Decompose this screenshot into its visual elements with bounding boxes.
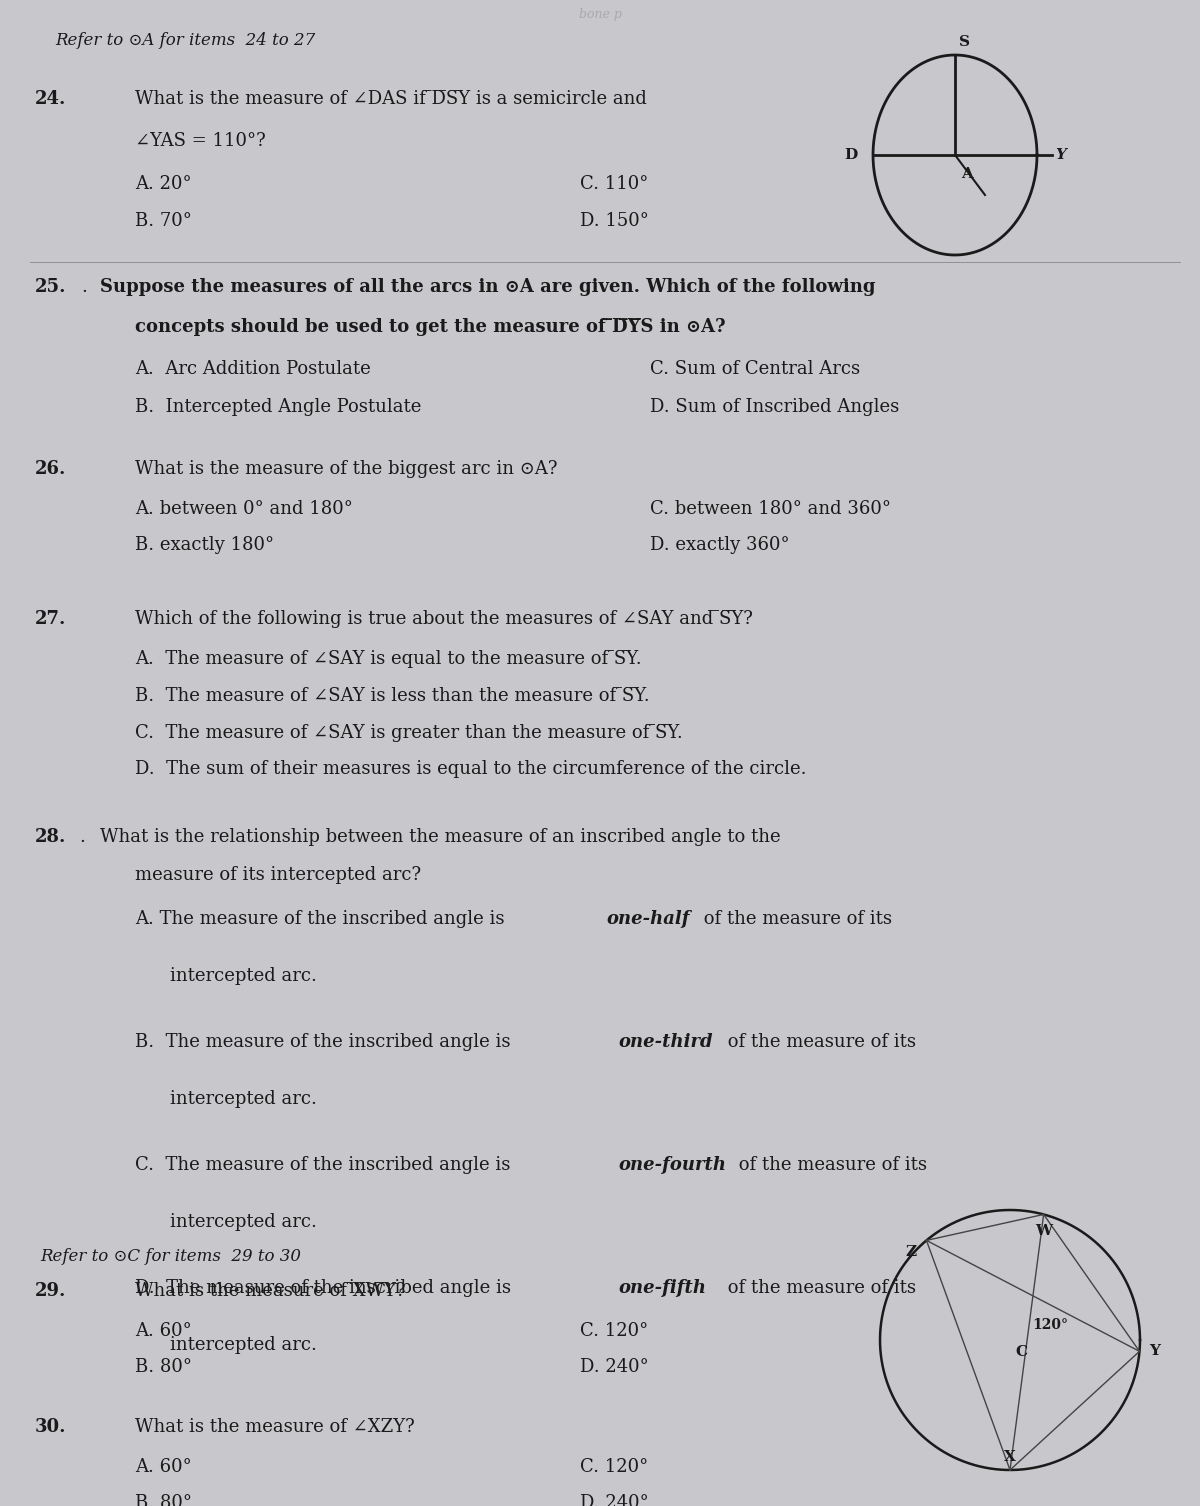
Text: A. 20°: A. 20°: [134, 175, 192, 193]
Text: What is the measure of ∠DAS if ̅D̅S̅Y is a semicircle and: What is the measure of ∠DAS if ̅D̅S̅Y is…: [134, 90, 647, 108]
Text: C.  The measure of the inscribed angle is: C. The measure of the inscribed angle is: [134, 1157, 516, 1175]
Text: B. 70°: B. 70°: [134, 212, 192, 230]
Text: D.  The sum of their measures is equal to the circumference of the circle.: D. The sum of their measures is equal to…: [134, 761, 806, 779]
Text: one-third: one-third: [618, 1033, 713, 1051]
Text: intercepted arc.: intercepted arc.: [170, 1212, 317, 1230]
Text: A. between 0° and 180°: A. between 0° and 180°: [134, 500, 353, 518]
Text: .: .: [80, 828, 91, 846]
Text: D: D: [845, 148, 858, 163]
Text: W: W: [1036, 1224, 1052, 1238]
Text: D. 240°: D. 240°: [580, 1358, 649, 1376]
Text: B. 80°: B. 80°: [134, 1494, 192, 1506]
Text: What is the measure of ̅X̅W̅Y?: What is the measure of ̅X̅W̅Y?: [134, 1282, 406, 1300]
Text: 25.: 25.: [35, 279, 66, 297]
Text: .: .: [82, 279, 94, 297]
Text: Y: Y: [1150, 1345, 1160, 1358]
Text: of the measure of its: of the measure of its: [733, 1157, 928, 1175]
Text: one-fourth: one-fourth: [618, 1157, 726, 1175]
Text: Refer to ⊙C for items  29 to 30: Refer to ⊙C for items 29 to 30: [40, 1248, 301, 1265]
Text: one-half: one-half: [606, 910, 690, 928]
Text: 120°: 120°: [1032, 1318, 1068, 1331]
Text: A. 60°: A. 60°: [134, 1458, 192, 1476]
Text: intercepted arc.: intercepted arc.: [170, 1336, 317, 1354]
Text: A.  The measure of ∠SAY is equal to the measure of ̅S̅Y.: A. The measure of ∠SAY is equal to the m…: [134, 651, 642, 669]
Text: C. between 180° and 360°: C. between 180° and 360°: [650, 500, 890, 518]
Text: What is the relationship between the measure of an inscribed angle to the: What is the relationship between the mea…: [100, 828, 781, 846]
Text: ∠YAS = 110°?: ∠YAS = 110°?: [134, 133, 265, 151]
Text: one-fifth: one-fifth: [618, 1279, 706, 1297]
Text: C. 110°: C. 110°: [580, 175, 648, 193]
Text: intercepted arc.: intercepted arc.: [170, 1090, 317, 1108]
Text: C.  The measure of ∠SAY is greater than the measure of ̅S̅Y.: C. The measure of ∠SAY is greater than t…: [134, 724, 683, 742]
Text: What is the measure of the biggest arc in ⊙A?: What is the measure of the biggest arc i…: [134, 459, 558, 477]
Text: X: X: [1004, 1450, 1016, 1464]
Text: D. exactly 360°: D. exactly 360°: [650, 536, 790, 554]
Text: B. 80°: B. 80°: [134, 1358, 192, 1376]
Text: C. 120°: C. 120°: [580, 1322, 648, 1340]
Text: C. Sum of Central Arcs: C. Sum of Central Arcs: [650, 360, 860, 378]
Text: 30.: 30.: [35, 1419, 66, 1437]
Text: intercepted arc.: intercepted arc.: [170, 967, 317, 985]
Text: A. 60°: A. 60°: [134, 1322, 192, 1340]
Text: B.  The measure of ∠SAY is less than the measure of ̅S̅Y.: B. The measure of ∠SAY is less than the …: [134, 687, 649, 705]
Text: of the measure of its: of the measure of its: [721, 1033, 916, 1051]
Text: A.  Arc Addition Postulate: A. Arc Addition Postulate: [134, 360, 371, 378]
Text: 24.: 24.: [35, 90, 66, 108]
Text: of the measure of its: of the measure of its: [698, 910, 893, 928]
Text: B. exactly 180°: B. exactly 180°: [134, 536, 274, 554]
Text: A: A: [961, 167, 973, 181]
Text: 26.: 26.: [35, 459, 66, 477]
Text: A. The measure of the inscribed angle is: A. The measure of the inscribed angle is: [134, 910, 510, 928]
Text: Suppose the measures of all the arcs in ⊙A are given. Which of the following: Suppose the measures of all the arcs in …: [100, 279, 876, 297]
Text: 27.: 27.: [35, 610, 66, 628]
Text: Y: Y: [1055, 148, 1066, 163]
Text: D. 150°: D. 150°: [580, 212, 649, 230]
Text: What is the measure of ∠XZY?: What is the measure of ∠XZY?: [134, 1419, 415, 1437]
Text: measure of its intercepted arc?: measure of its intercepted arc?: [134, 866, 421, 884]
Text: C. 120°: C. 120°: [580, 1458, 648, 1476]
Text: B.  Intercepted Angle Postulate: B. Intercepted Angle Postulate: [134, 398, 421, 416]
Text: Z: Z: [905, 1245, 917, 1259]
Text: D. Sum of Inscribed Angles: D. Sum of Inscribed Angles: [650, 398, 899, 416]
Text: concepts should be used to get the measure of ̅D̅Y̅S in ⊙A?: concepts should be used to get the measu…: [134, 318, 726, 336]
Text: B.  The measure of the inscribed angle is: B. The measure of the inscribed angle is: [134, 1033, 516, 1051]
Text: D. 240°: D. 240°: [580, 1494, 649, 1506]
Text: 29.: 29.: [35, 1282, 66, 1300]
Text: bone p: bone p: [578, 8, 622, 21]
Text: S: S: [959, 35, 970, 50]
Text: 28.: 28.: [35, 828, 66, 846]
Text: C: C: [1015, 1345, 1027, 1358]
Text: Refer to ⊙A for items  24 to 27: Refer to ⊙A for items 24 to 27: [55, 32, 316, 50]
Text: D.  The measure of the inscribed angle is: D. The measure of the inscribed angle is: [134, 1279, 517, 1297]
Text: Which of the following is true about the measures of ∠SAY and ̅S̅Y?: Which of the following is true about the…: [134, 610, 752, 628]
Text: of the measure of its: of the measure of its: [721, 1279, 916, 1297]
